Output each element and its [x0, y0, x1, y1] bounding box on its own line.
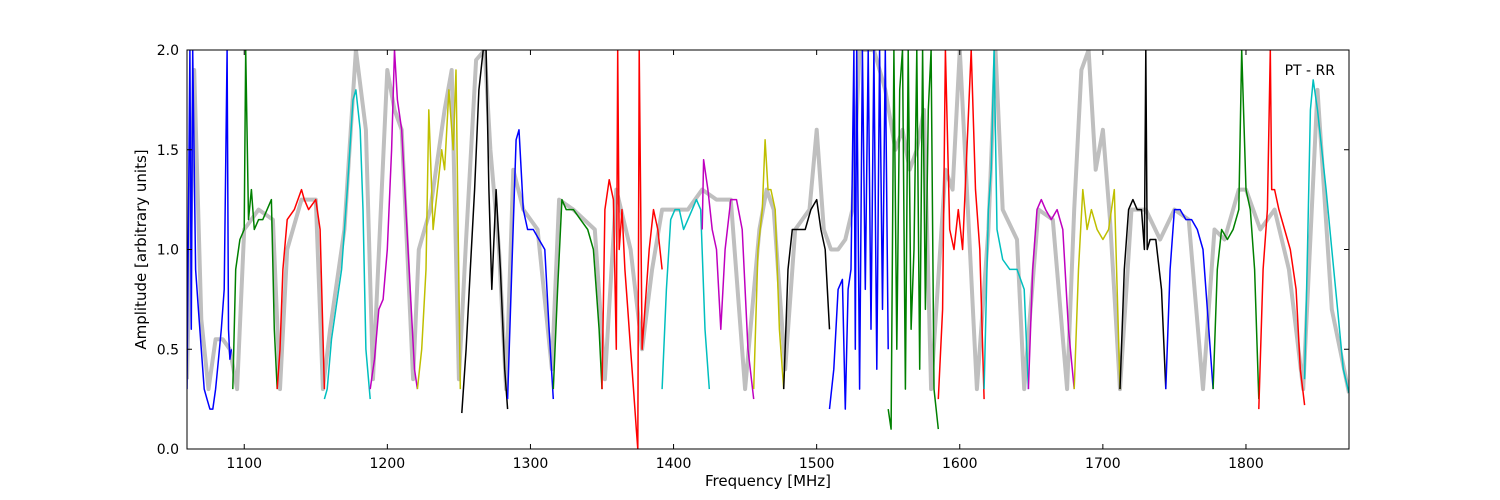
x-tick-label: 1300 [513, 456, 549, 472]
y-tick-label: 2.0 [157, 43, 179, 59]
series-line-17 [937, 50, 985, 400]
series-line-19 [1027, 198, 1075, 390]
series-line-10 [601, 50, 663, 449]
x-axis-label: Frequency [MHz] [705, 472, 831, 490]
series-line-1 [187, 50, 233, 410]
series-line-6 [416, 69, 462, 390]
series-line-13 [752, 139, 785, 390]
series-line-3 [276, 188, 326, 390]
background-trace-line [187, 50, 1349, 394]
x-tick-label: 1700 [1085, 456, 1121, 472]
series-line-22 [1165, 208, 1214, 390]
x-tick-label: 1500 [799, 456, 835, 472]
series-layer [187, 50, 1349, 449]
series-line-4 [323, 89, 371, 400]
x-tick-label: 1100 [226, 456, 262, 472]
series-line-14 [782, 198, 831, 390]
x-tick-label: 1400 [656, 456, 692, 472]
series-line-8 [506, 129, 555, 400]
series-line-7 [461, 50, 509, 414]
series-line-21 [1119, 50, 1167, 390]
series-line-5 [369, 50, 419, 390]
series-line-9 [552, 198, 603, 390]
y-axis-label: Amplitude [arbitrary units] [132, 149, 150, 349]
x-tick-label: 1200 [370, 456, 406, 472]
background-trace-layer [187, 50, 1349, 394]
x-tick-label: 1600 [942, 456, 978, 472]
y-tick-label: 1.5 [157, 143, 179, 159]
series-line-15 [828, 50, 889, 410]
series-line-16 [887, 50, 940, 430]
y-tick-label: 1.0 [157, 243, 179, 259]
series-line-20 [1073, 188, 1121, 390]
series-line-2 [232, 50, 278, 390]
x-tick-label: 1800 [1228, 456, 1264, 472]
plot-frame [186, 49, 1350, 450]
chart-annotation: PT - RR [1285, 63, 1336, 79]
y-tick-label: 0.5 [157, 342, 179, 358]
series-line-12 [701, 158, 755, 400]
series-line-18 [983, 50, 1030, 390]
ticks-layer: 1100 1200 1300 1400 1500 1600 1700 1800 0.0 0.5 1.… [157, 43, 1349, 472]
series-line-25 [1303, 79, 1349, 394]
series-line-24 [1258, 50, 1306, 410]
series-line-23 [1212, 50, 1260, 400]
series-line-11 [661, 198, 711, 390]
y-tick-label: 0.0 [157, 442, 179, 458]
